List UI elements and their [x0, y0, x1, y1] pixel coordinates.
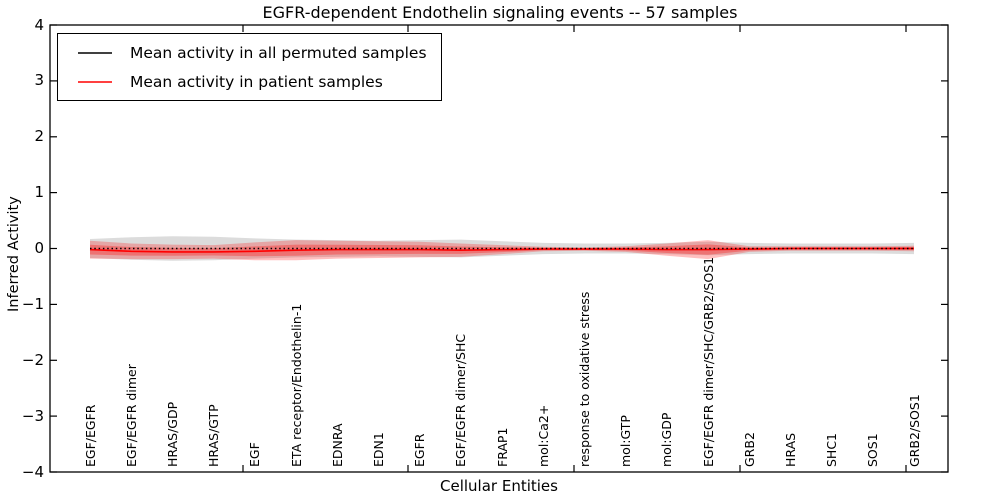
x-category-label: EGFR [412, 433, 428, 467]
x-category-label: FRAP1 [494, 427, 510, 467]
y-tick-label: 0 [34, 239, 44, 257]
x-category-label: EDNRA [329, 423, 345, 467]
legend-line-sample-red-icon [78, 80, 112, 83]
y-tick-label: 2 [34, 127, 44, 146]
legend-label-patient: Mean activity in patient samples [130, 72, 383, 91]
y-tick-label: −3 [21, 406, 44, 425]
x-category-label: EDN1 [370, 432, 386, 467]
y-tick-label: 1 [34, 183, 44, 202]
x-category-label: EGF/EGFR dimer [123, 364, 139, 467]
x-category-label: mol:GTP [618, 415, 634, 467]
x-category-label: EGF/EGFR dimer/SHC/GRB2/SOS1 [700, 256, 716, 467]
x-category-label: HRAS/GDP [164, 401, 180, 467]
legend-item-patient: Mean activity in patient samples [66, 69, 427, 94]
legend-line-sample-black-icon [78, 51, 112, 54]
x-category-label: EGF [247, 442, 263, 467]
y-tick-label: −1 [21, 294, 44, 313]
x-category-label: GRB2/SOS1 [906, 394, 922, 467]
x-category-label: HRAS [782, 432, 798, 467]
x-category-label: response to oxidative stress [576, 291, 592, 467]
y-tick-label: 4 [34, 15, 44, 34]
x-category-label: EGF/EGFR dimer/SHC [453, 333, 469, 467]
permuted-band [90, 236, 914, 261]
legend-item-permuted: Mean activity in all permuted samples [66, 40, 427, 65]
x-category-label: EGF/EGFR [82, 404, 98, 467]
x-category-label: GRB2 [741, 432, 757, 467]
legend: Mean activity in all permuted samples Me… [57, 33, 442, 101]
x-category-label: SHC1 [824, 432, 840, 467]
x-category-label: mol:GDP [659, 412, 675, 467]
x-category-label: ETA receptor/Endothelin-1 [288, 303, 304, 467]
y-tick-label: −4 [21, 462, 44, 481]
patient-mean-line [89, 247, 914, 253]
x-category-label: SOS1 [865, 433, 881, 467]
y-tick-label: −2 [21, 350, 44, 369]
legend-label-permuted: Mean activity in all permuted samples [130, 43, 427, 62]
x-axis-label: Cellular Entities [440, 477, 558, 495]
chart-title: EGFR-dependent Endothelin signaling even… [262, 3, 738, 22]
x-category-label: HRAS/GTP [206, 404, 222, 467]
x-category-label: mol:Ca2+ [535, 404, 551, 467]
y-tick-label: 3 [34, 71, 44, 90]
